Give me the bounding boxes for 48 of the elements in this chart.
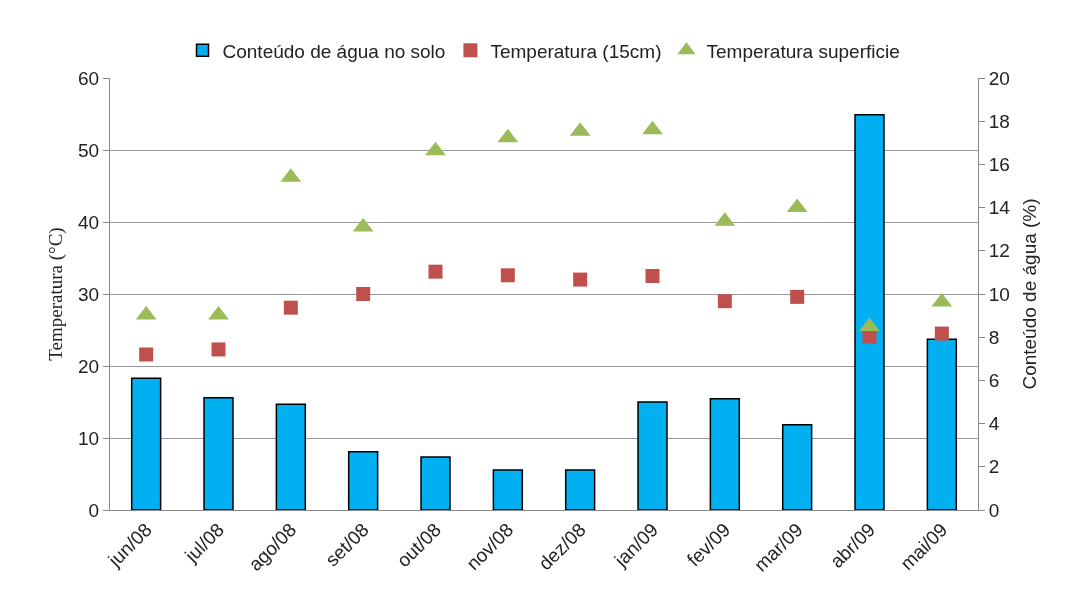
bar bbox=[347, 450, 379, 510]
bar bbox=[637, 401, 668, 510]
bar bbox=[275, 403, 307, 510]
y-tick-label: 20 bbox=[78, 355, 100, 377]
y2-tick-label: 12 bbox=[988, 240, 1010, 262]
bar bbox=[564, 469, 596, 510]
point bbox=[356, 287, 371, 301]
y-tick-label: 0 bbox=[88, 499, 100, 521]
point bbox=[934, 326, 949, 341]
point bbox=[645, 269, 660, 283]
bar bbox=[130, 377, 162, 510]
y2-tick-label: 10 bbox=[988, 283, 1010, 305]
bar bbox=[709, 398, 741, 510]
y-tick-label: 10 bbox=[78, 427, 100, 449]
legend-label: Conteúdo de água no solo bbox=[222, 40, 446, 62]
point bbox=[425, 141, 446, 156]
point bbox=[717, 294, 732, 309]
legend-label: Temperatura superficie bbox=[706, 40, 900, 62]
point bbox=[428, 264, 443, 279]
y2-tick-label: 2 bbox=[988, 456, 1000, 478]
y-tick-label: 30 bbox=[78, 283, 100, 305]
y-tick-label: 60 bbox=[78, 67, 100, 89]
y2-tick-label: 4 bbox=[988, 413, 1000, 435]
y2-axis-title: Conteúdo de água (%) bbox=[1018, 198, 1040, 390]
bar bbox=[854, 113, 885, 510]
bar bbox=[420, 456, 451, 510]
bar bbox=[926, 338, 958, 510]
point bbox=[500, 268, 515, 283]
y2-tick-label: 18 bbox=[988, 110, 1010, 132]
point bbox=[642, 120, 663, 135]
y2-tick-label: 6 bbox=[988, 370, 1000, 392]
point bbox=[139, 347, 154, 362]
bar bbox=[781, 423, 813, 510]
point bbox=[573, 272, 588, 287]
y-tick-label: 40 bbox=[78, 211, 100, 233]
point bbox=[790, 289, 805, 304]
point bbox=[283, 300, 298, 315]
y2-tick-label: 8 bbox=[988, 326, 1000, 348]
y2-tick-label: 0 bbox=[988, 499, 1000, 521]
y-tick-label: 50 bbox=[78, 139, 100, 161]
y2-tick-label: 20 bbox=[988, 67, 1010, 89]
legend-label: Temperatura (15cm) bbox=[490, 40, 662, 62]
y2-tick-label: 14 bbox=[988, 197, 1011, 219]
bar bbox=[492, 469, 524, 510]
y-axis-title: Temperatura (°C) bbox=[45, 227, 67, 361]
bar bbox=[203, 396, 234, 510]
point bbox=[211, 342, 226, 357]
y2-tick-label: 16 bbox=[988, 154, 1010, 176]
